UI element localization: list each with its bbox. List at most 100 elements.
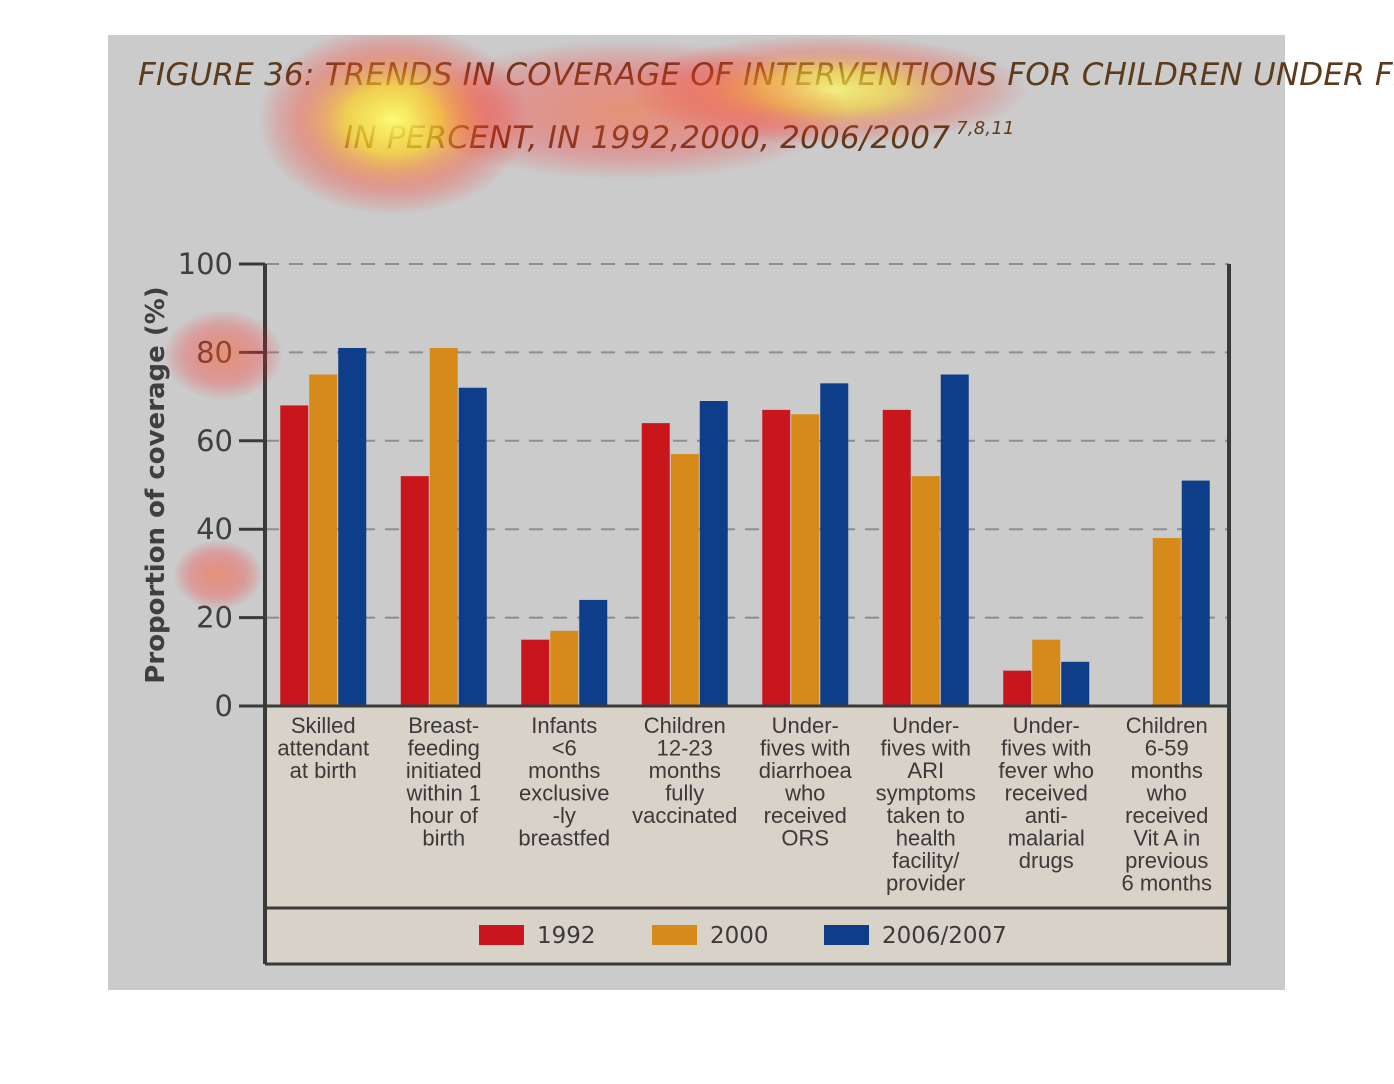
- category-label-line: exclusive: [519, 781, 609, 806]
- category-label-line: -ly: [553, 803, 576, 828]
- bar-1992-cat7: [1003, 670, 1032, 706]
- bar-2006-2007-cat4: [699, 401, 728, 706]
- category-label-line: months: [649, 758, 721, 783]
- bar-2006-2007-cat3: [579, 599, 608, 706]
- category-label-line: provider: [886, 871, 965, 896]
- category-label-line: 6 months: [1122, 871, 1213, 896]
- category-label-line: fives with: [1001, 736, 1091, 761]
- y-axis-ticks: 0 20 40 60 80 100: [178, 247, 265, 723]
- y-tick-label: 40: [196, 512, 233, 546]
- y-tick-label: 80: [196, 335, 233, 369]
- legend-swatch-1992: [479, 925, 524, 945]
- category-label-line: fives with: [760, 736, 850, 761]
- y-tick-label: 0: [215, 689, 233, 723]
- category-label-line: months: [1131, 758, 1203, 783]
- category-label-line: who: [1146, 781, 1187, 806]
- bar-1992-cat5: [762, 409, 791, 706]
- category-label-line: feeding: [408, 736, 480, 761]
- legend-swatch-2000: [652, 925, 697, 945]
- figure-panel: FIGURE 36: TRENDS IN COVERAGE OF INTERVE…: [108, 35, 1394, 990]
- category-label-line: fives with: [881, 736, 971, 761]
- bar-2000-cat3: [550, 630, 579, 706]
- legend-label: 2006/2007: [882, 923, 1007, 949]
- bar-2006-2007-cat2: [458, 387, 487, 706]
- category-label-line: ORS: [781, 826, 829, 851]
- category-label-line: Breast-: [408, 713, 479, 738]
- bar-2000-cat8: [1152, 538, 1181, 706]
- category-label-line: within 1: [405, 781, 481, 806]
- bars: [280, 347, 1210, 706]
- bar-2000-cat1: [309, 374, 338, 706]
- bar-2006-2007-cat5: [820, 383, 849, 706]
- bar-2000-cat7: [1032, 639, 1061, 706]
- bar-2006-2007-cat6: [940, 374, 969, 706]
- legend-label: 2000: [710, 923, 769, 949]
- y-tick-label: 60: [196, 424, 233, 458]
- category-label-line: Vit A in: [1133, 826, 1200, 851]
- category-label-line: received: [1005, 781, 1088, 806]
- category-label-line: diarrhoea: [759, 758, 853, 783]
- category-label-line: who: [784, 781, 825, 806]
- y-axis-label: Proportion of coverage (%): [141, 286, 171, 683]
- category-label-line: vaccinated: [632, 803, 737, 828]
- bar-1992-cat4: [641, 423, 670, 706]
- category-label-line: anti-: [1025, 803, 1068, 828]
- category-label-line: birth: [422, 826, 465, 851]
- y-tick-label: 100: [178, 247, 233, 281]
- category-label-line: received: [764, 803, 847, 828]
- category-label-line: symptoms: [876, 781, 976, 806]
- category-label-line: initiated: [406, 758, 482, 783]
- bar-1992-cat2: [400, 476, 429, 706]
- category-label-area: [265, 706, 1231, 908]
- gridlines: [265, 263, 1229, 619]
- legend-label: 1992: [537, 923, 596, 949]
- bar-1992-cat1: [280, 405, 309, 706]
- category-label-line: 6-59: [1145, 736, 1189, 761]
- category-label-line: health: [896, 826, 956, 851]
- category-label-line: Children: [644, 713, 726, 738]
- category-label-line: taken to: [887, 803, 965, 828]
- category-label-line: previous: [1125, 848, 1208, 873]
- legend-area: [265, 908, 1231, 964]
- category-label-line: fever who: [999, 758, 1094, 783]
- category-label-line: Skilled: [291, 713, 356, 738]
- bar-2000-cat4: [670, 454, 699, 706]
- category-label-line: months: [528, 758, 600, 783]
- category-label-line: 12-23: [657, 736, 713, 761]
- category-label-line: hour of: [410, 803, 479, 828]
- category-label-line: attendant: [277, 736, 369, 761]
- category-label-line: Under-: [892, 713, 959, 738]
- category-label-line: Under-: [772, 713, 839, 738]
- bar-1992-cat3: [521, 639, 550, 706]
- category-label-line: fully: [665, 781, 704, 806]
- category-label-line: <6: [552, 736, 577, 761]
- category-label-line: breastfed: [518, 826, 610, 851]
- legend: 1992 2000 2006/2007: [479, 923, 1007, 949]
- bar-2000-cat5: [791, 414, 820, 706]
- category-label-line: drugs: [1019, 848, 1074, 873]
- category-label-line: facility/: [892, 848, 960, 873]
- bar-2006-2007-cat8: [1181, 480, 1210, 706]
- category-label-line: ARI: [907, 758, 944, 783]
- y-tick-label: 20: [196, 601, 233, 635]
- legend-swatch-2006-2007: [824, 925, 869, 945]
- bar-2000-cat2: [429, 347, 458, 706]
- category-label-line: Children: [1126, 713, 1208, 738]
- bar-2000-cat6: [911, 476, 940, 706]
- category-label-line: Under-: [1013, 713, 1080, 738]
- bar-1992-cat6: [882, 409, 911, 706]
- category-label-line: Infants: [531, 713, 597, 738]
- bar-2006-2007-cat1: [338, 347, 367, 706]
- category-label-line: at birth: [290, 758, 357, 783]
- category-label-line: malarial: [1008, 826, 1085, 851]
